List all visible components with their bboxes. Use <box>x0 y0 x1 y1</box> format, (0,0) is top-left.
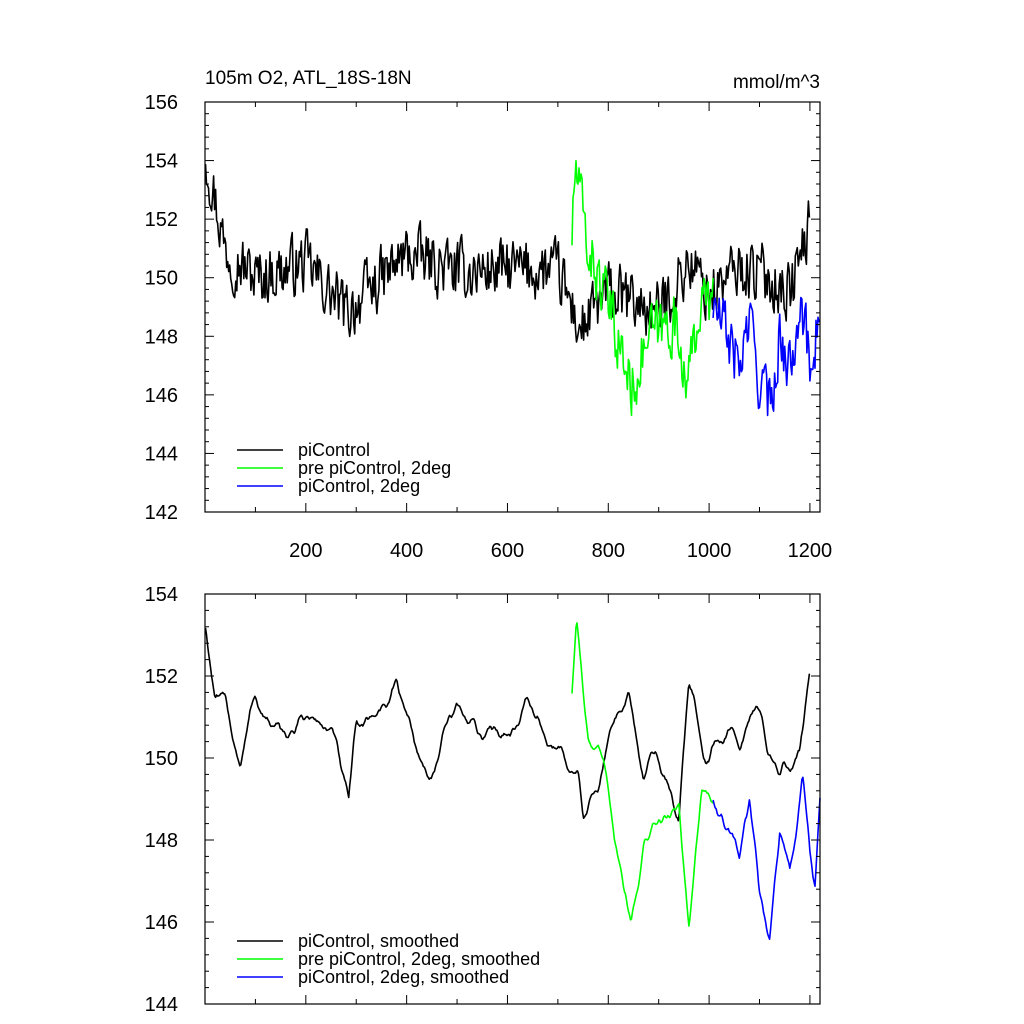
y-tick-label: 150 <box>145 748 178 770</box>
y-tick-label: 154 <box>145 584 178 606</box>
series-line-2 <box>712 296 821 417</box>
y-tick-label: 148 <box>145 326 178 348</box>
x-tick-label: 800 <box>592 540 625 562</box>
y-tick-label: 152 <box>145 209 178 231</box>
x-tick-label: 600 <box>491 540 524 562</box>
legend-label: pre piControl, 2deg <box>298 458 451 478</box>
legend-label: piControl, 2deg, smoothed <box>298 967 509 987</box>
bottom-plot-frame <box>204 593 821 1005</box>
y-tick-label: 156 <box>145 92 178 114</box>
bottom-panel: 144 146 148 150 152 154 piControl, smoothedpr… <box>145 584 821 1016</box>
y-tick-label: 146 <box>145 912 178 934</box>
x-tick-label: 400 <box>390 540 423 562</box>
bottom-axis-ticks <box>205 593 820 1005</box>
y-tick-label: 148 <box>145 830 178 852</box>
y-tick-label: 152 <box>145 666 178 688</box>
series-line-1 <box>571 622 714 927</box>
y-tick-label: 146 <box>145 385 178 407</box>
x-tick-label: 1200 <box>788 540 833 562</box>
chart-title: 105m O2, ATL_18S-18N <box>205 68 412 89</box>
y-tick-label: 144 <box>145 994 178 1016</box>
y-tick-label: 144 <box>145 443 178 465</box>
top-series-lines <box>204 159 821 417</box>
series-line-0 <box>204 627 811 822</box>
y-tick-label: 142 <box>145 502 178 524</box>
y-tick-label: 154 <box>145 151 178 173</box>
top-axis-ticks <box>205 101 820 513</box>
legend-label: piControl, 2deg <box>298 476 420 496</box>
legend-label: piControl, smoothed <box>298 931 459 951</box>
x-tick-label: 200 <box>289 540 322 562</box>
legend-label: piControl <box>298 440 370 460</box>
bottom-y-tick-labels: 144 146 148 150 152 154 <box>145 584 178 1016</box>
top-y-tick-labels: 142 144 146 148 150 152 154 156 <box>145 92 178 524</box>
bottom-series-lines <box>204 622 821 941</box>
x-tick-label: 1000 <box>687 540 732 562</box>
series-line-1 <box>571 159 714 417</box>
units-label: mmol/m^3 <box>733 72 820 93</box>
legend-label: pre piControl, 2deg, smoothed <box>298 949 540 969</box>
y-tick-label: 150 <box>145 268 178 290</box>
top-plot-frame <box>204 101 821 513</box>
series-line-2 <box>712 776 821 941</box>
top-panel: 142 144 146 148 150 152 154 156 200 400 600 800 100… <box>145 92 833 562</box>
top-x-tick-labels: 200 400 600 800 1000 1200 <box>289 540 832 562</box>
